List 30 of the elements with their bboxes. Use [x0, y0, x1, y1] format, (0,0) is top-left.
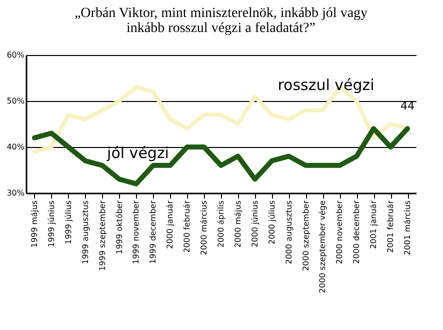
x-tick-label: 1999 május [30, 200, 39, 248]
x-tick-label: 2000 május [233, 200, 242, 248]
x-tick-label: 2000 február [182, 200, 192, 253]
chart-title: „Orbán Viktor, mint miniszterelnök, inkább jól vagy inkább rosszul végzi a feladatát?” [74, 6, 368, 36]
x-tick-label: 2000 január [166, 200, 175, 249]
x-tick-label: 2001 február [386, 200, 396, 253]
annotation: 44 [400, 100, 415, 113]
x-tick-label: 1999 augusztus [80, 200, 90, 264]
x-tick-label: 2000 november [335, 200, 344, 264]
x-tick-label: 2000 július [267, 200, 276, 244]
y-tick-label: 60% [6, 50, 25, 60]
y-tick-label: 40% [6, 142, 25, 152]
x-tick-label: 2000 augusztus [284, 200, 294, 264]
x-tick-label: 2000 április [216, 200, 226, 248]
x-tick-label: 2000 december [352, 200, 362, 264]
series-label: rosszul végzi [278, 76, 374, 94]
x-tick-label: 2000 június [250, 200, 260, 248]
x-tick-label: 2000 szeptember vége [318, 200, 328, 294]
x-tick-label: 2000 március [200, 200, 209, 256]
x-tick-label: 1999 december [148, 200, 158, 264]
y-tick-label: 30% [6, 188, 25, 198]
x-tick-label: 2001 március [403, 200, 412, 256]
x-tick-label: 2000 szeptember [301, 200, 310, 271]
x-tick-label: 1999 november [132, 200, 141, 264]
x-tick-label: 1999 szeptember [98, 200, 107, 271]
x-tick-label: 1999 október [114, 200, 124, 254]
x-tick-label: 2001 január [369, 200, 378, 249]
y-tick-label: 50% [6, 96, 25, 106]
x-tick-label: 1999 július [64, 200, 73, 244]
x-tick-label: 1999 június [46, 200, 56, 248]
